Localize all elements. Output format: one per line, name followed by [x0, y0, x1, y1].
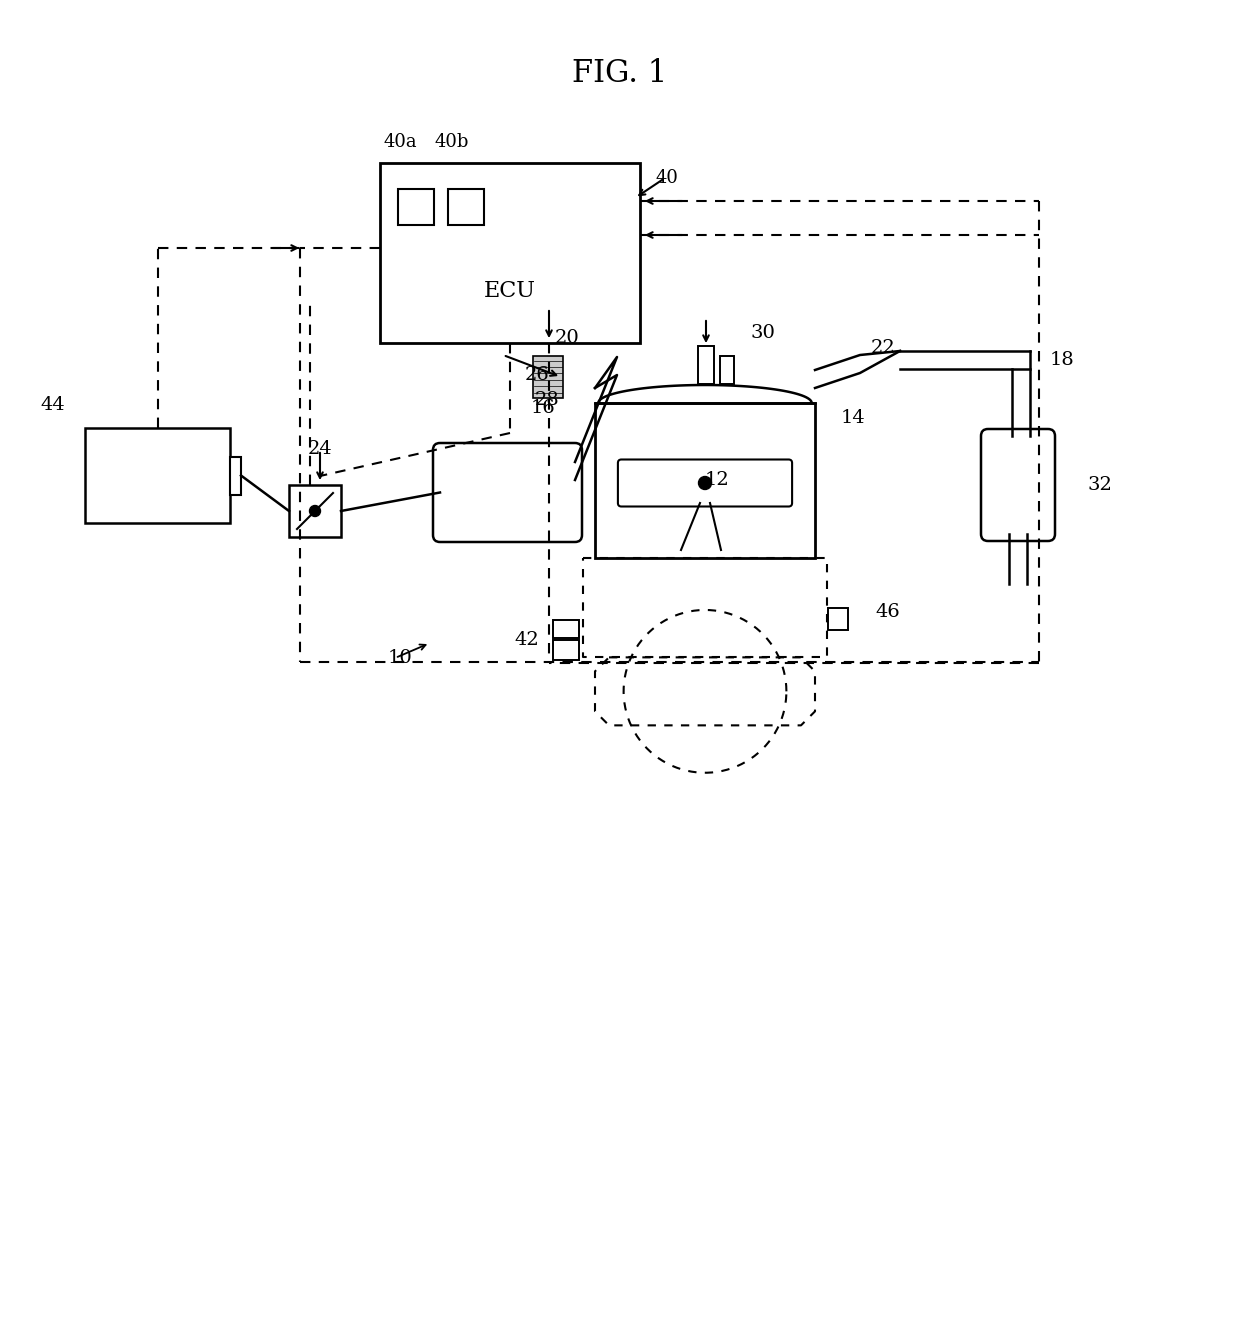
- Bar: [533, 356, 563, 399]
- Text: 14: 14: [841, 409, 866, 427]
- Bar: [448, 189, 484, 225]
- Bar: [698, 347, 714, 384]
- Text: 42: 42: [515, 632, 539, 649]
- Text: 44: 44: [41, 396, 66, 415]
- Text: 26: 26: [525, 367, 549, 384]
- Bar: [229, 457, 241, 495]
- Text: 24: 24: [308, 440, 332, 459]
- FancyBboxPatch shape: [618, 460, 792, 507]
- Circle shape: [310, 505, 320, 516]
- Bar: [828, 608, 848, 631]
- Text: 28: 28: [534, 391, 559, 409]
- Circle shape: [698, 476, 712, 489]
- Bar: [379, 163, 640, 343]
- Bar: [720, 356, 734, 384]
- Text: 18: 18: [1049, 351, 1074, 369]
- Text: FIG. 1: FIG. 1: [573, 57, 667, 88]
- Text: 46: 46: [875, 603, 900, 621]
- FancyBboxPatch shape: [981, 429, 1055, 541]
- Text: 16: 16: [531, 399, 556, 417]
- Text: 30: 30: [750, 324, 775, 343]
- FancyBboxPatch shape: [433, 443, 582, 543]
- Text: 10: 10: [388, 649, 413, 666]
- Text: 40b: 40b: [435, 133, 470, 151]
- Bar: [398, 189, 434, 225]
- Text: 40a: 40a: [384, 133, 418, 151]
- Text: 20: 20: [554, 329, 579, 347]
- Bar: [553, 620, 579, 639]
- Bar: [86, 428, 229, 523]
- Bar: [553, 640, 579, 660]
- Text: 40: 40: [655, 169, 678, 187]
- Text: 32: 32: [1087, 476, 1112, 495]
- Text: 22: 22: [870, 339, 895, 357]
- Text: 12: 12: [704, 471, 729, 489]
- Bar: [289, 485, 341, 537]
- Bar: [595, 403, 815, 559]
- Text: ECU: ECU: [484, 280, 536, 303]
